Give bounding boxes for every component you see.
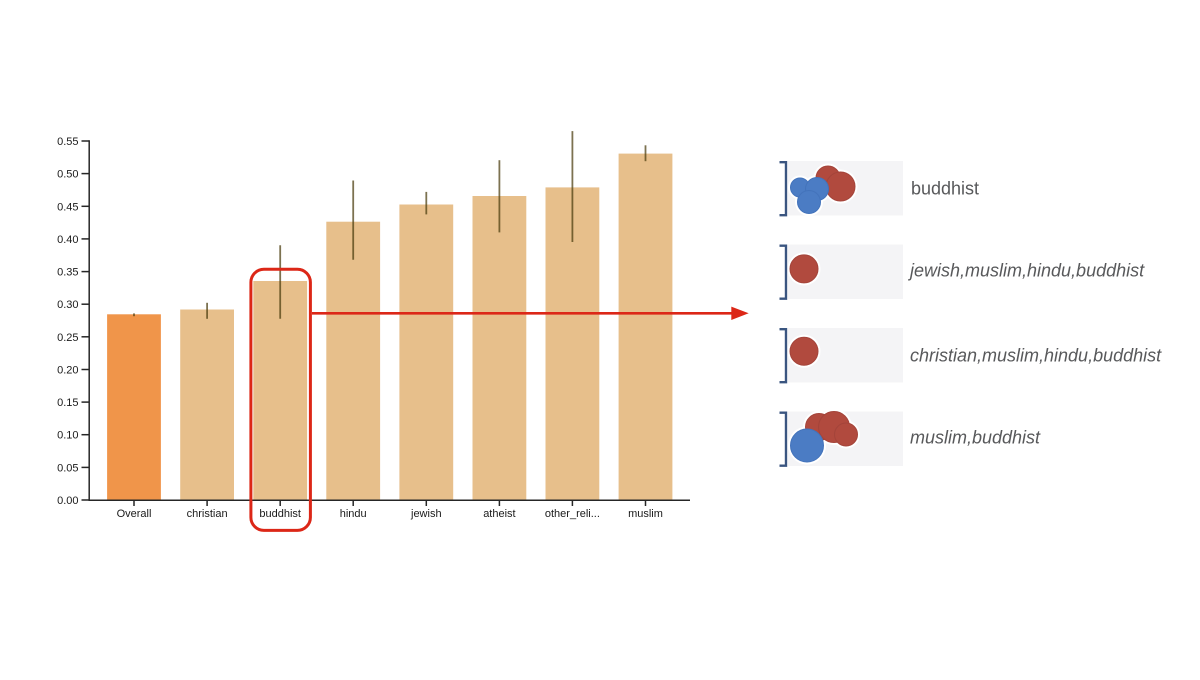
svg-text:0.25: 0.25 xyxy=(57,332,78,344)
svg-text:atheist: atheist xyxy=(483,508,515,520)
svg-text:hindu: hindu xyxy=(340,508,367,520)
svg-text:other_reli...: other_reli... xyxy=(545,508,600,520)
svg-text:jewish: jewish xyxy=(410,508,442,520)
svg-text:buddhist: buddhist xyxy=(259,508,301,520)
svg-text:0.10: 0.10 xyxy=(57,430,78,442)
svg-text:0.50: 0.50 xyxy=(57,169,78,181)
svg-text:christian,muslim,hindu,buddhis: christian,muslim,hindu,buddhist xyxy=(910,346,1162,366)
svg-text:0.20: 0.20 xyxy=(57,365,78,377)
svg-text:muslim,buddhist: muslim,buddhist xyxy=(910,428,1041,448)
svg-text:muslim: muslim xyxy=(628,508,663,520)
svg-text:0.35: 0.35 xyxy=(57,267,78,279)
svg-text:jewish,muslim,hindu,buddhist: jewish,muslim,hindu,buddhist xyxy=(907,261,1145,281)
svg-text:0.15: 0.15 xyxy=(57,397,78,409)
svg-text:0.00: 0.00 xyxy=(57,495,78,507)
svg-text:christian: christian xyxy=(187,508,228,520)
svg-text:buddhist: buddhist xyxy=(911,179,979,199)
svg-text:0.05: 0.05 xyxy=(57,462,78,474)
svg-text:0.45: 0.45 xyxy=(57,201,78,213)
svg-text:Overall: Overall xyxy=(117,508,152,520)
svg-text:0.55: 0.55 xyxy=(57,136,78,148)
svg-text:0.30: 0.30 xyxy=(57,299,78,311)
svg-text:0.40: 0.40 xyxy=(57,234,78,246)
